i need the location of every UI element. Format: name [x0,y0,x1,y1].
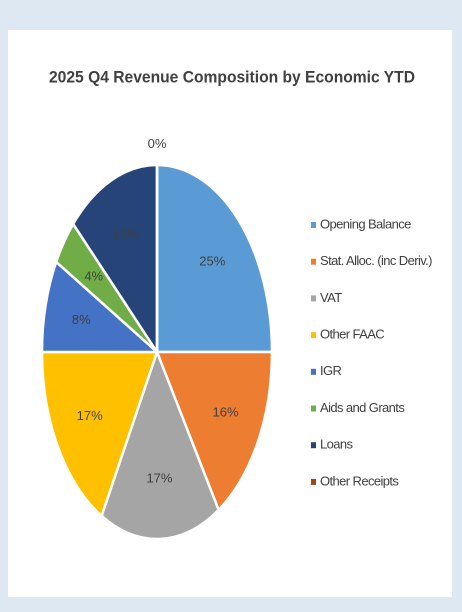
pie-slice [155,163,274,354]
legend-label: Opening Balance [320,216,411,231]
data-label: 16% [213,405,239,420]
legend-label: Other FAAC [320,327,384,342]
legend-label: Aids and Grants [320,400,405,415]
pie-slice [71,163,159,357]
data-label: 17% [77,408,103,423]
data-label: 13% [113,227,139,242]
pie-slice [100,348,221,541]
data-label: 4% [84,269,103,284]
legend-swatch [311,478,316,485]
legend-swatch [311,295,316,302]
chart-title: 2025 Q4 Revenue Composition by Economic … [49,67,415,86]
legend-label: Other Receipts [320,473,399,488]
legend-swatch [311,442,316,449]
legend-label: Loans [320,437,354,452]
data-label: 25% [199,254,225,269]
legend-swatch [311,368,316,375]
data-label: 0% [148,136,167,151]
pie-slice [155,350,274,513]
data-label: 17% [146,471,172,486]
legend-swatch [311,222,316,228]
legend-label: IGR [320,363,342,378]
pie-slice [40,350,159,519]
legend-swatch [311,405,316,412]
pie-slice [40,259,161,354]
legend-swatch [311,258,316,265]
legend-label: VAT [320,290,342,305]
legend-swatch [311,332,316,339]
data-label: 8% [72,312,91,327]
legend-label: Stat. Alloc. (inc Deriv.) [320,253,432,268]
